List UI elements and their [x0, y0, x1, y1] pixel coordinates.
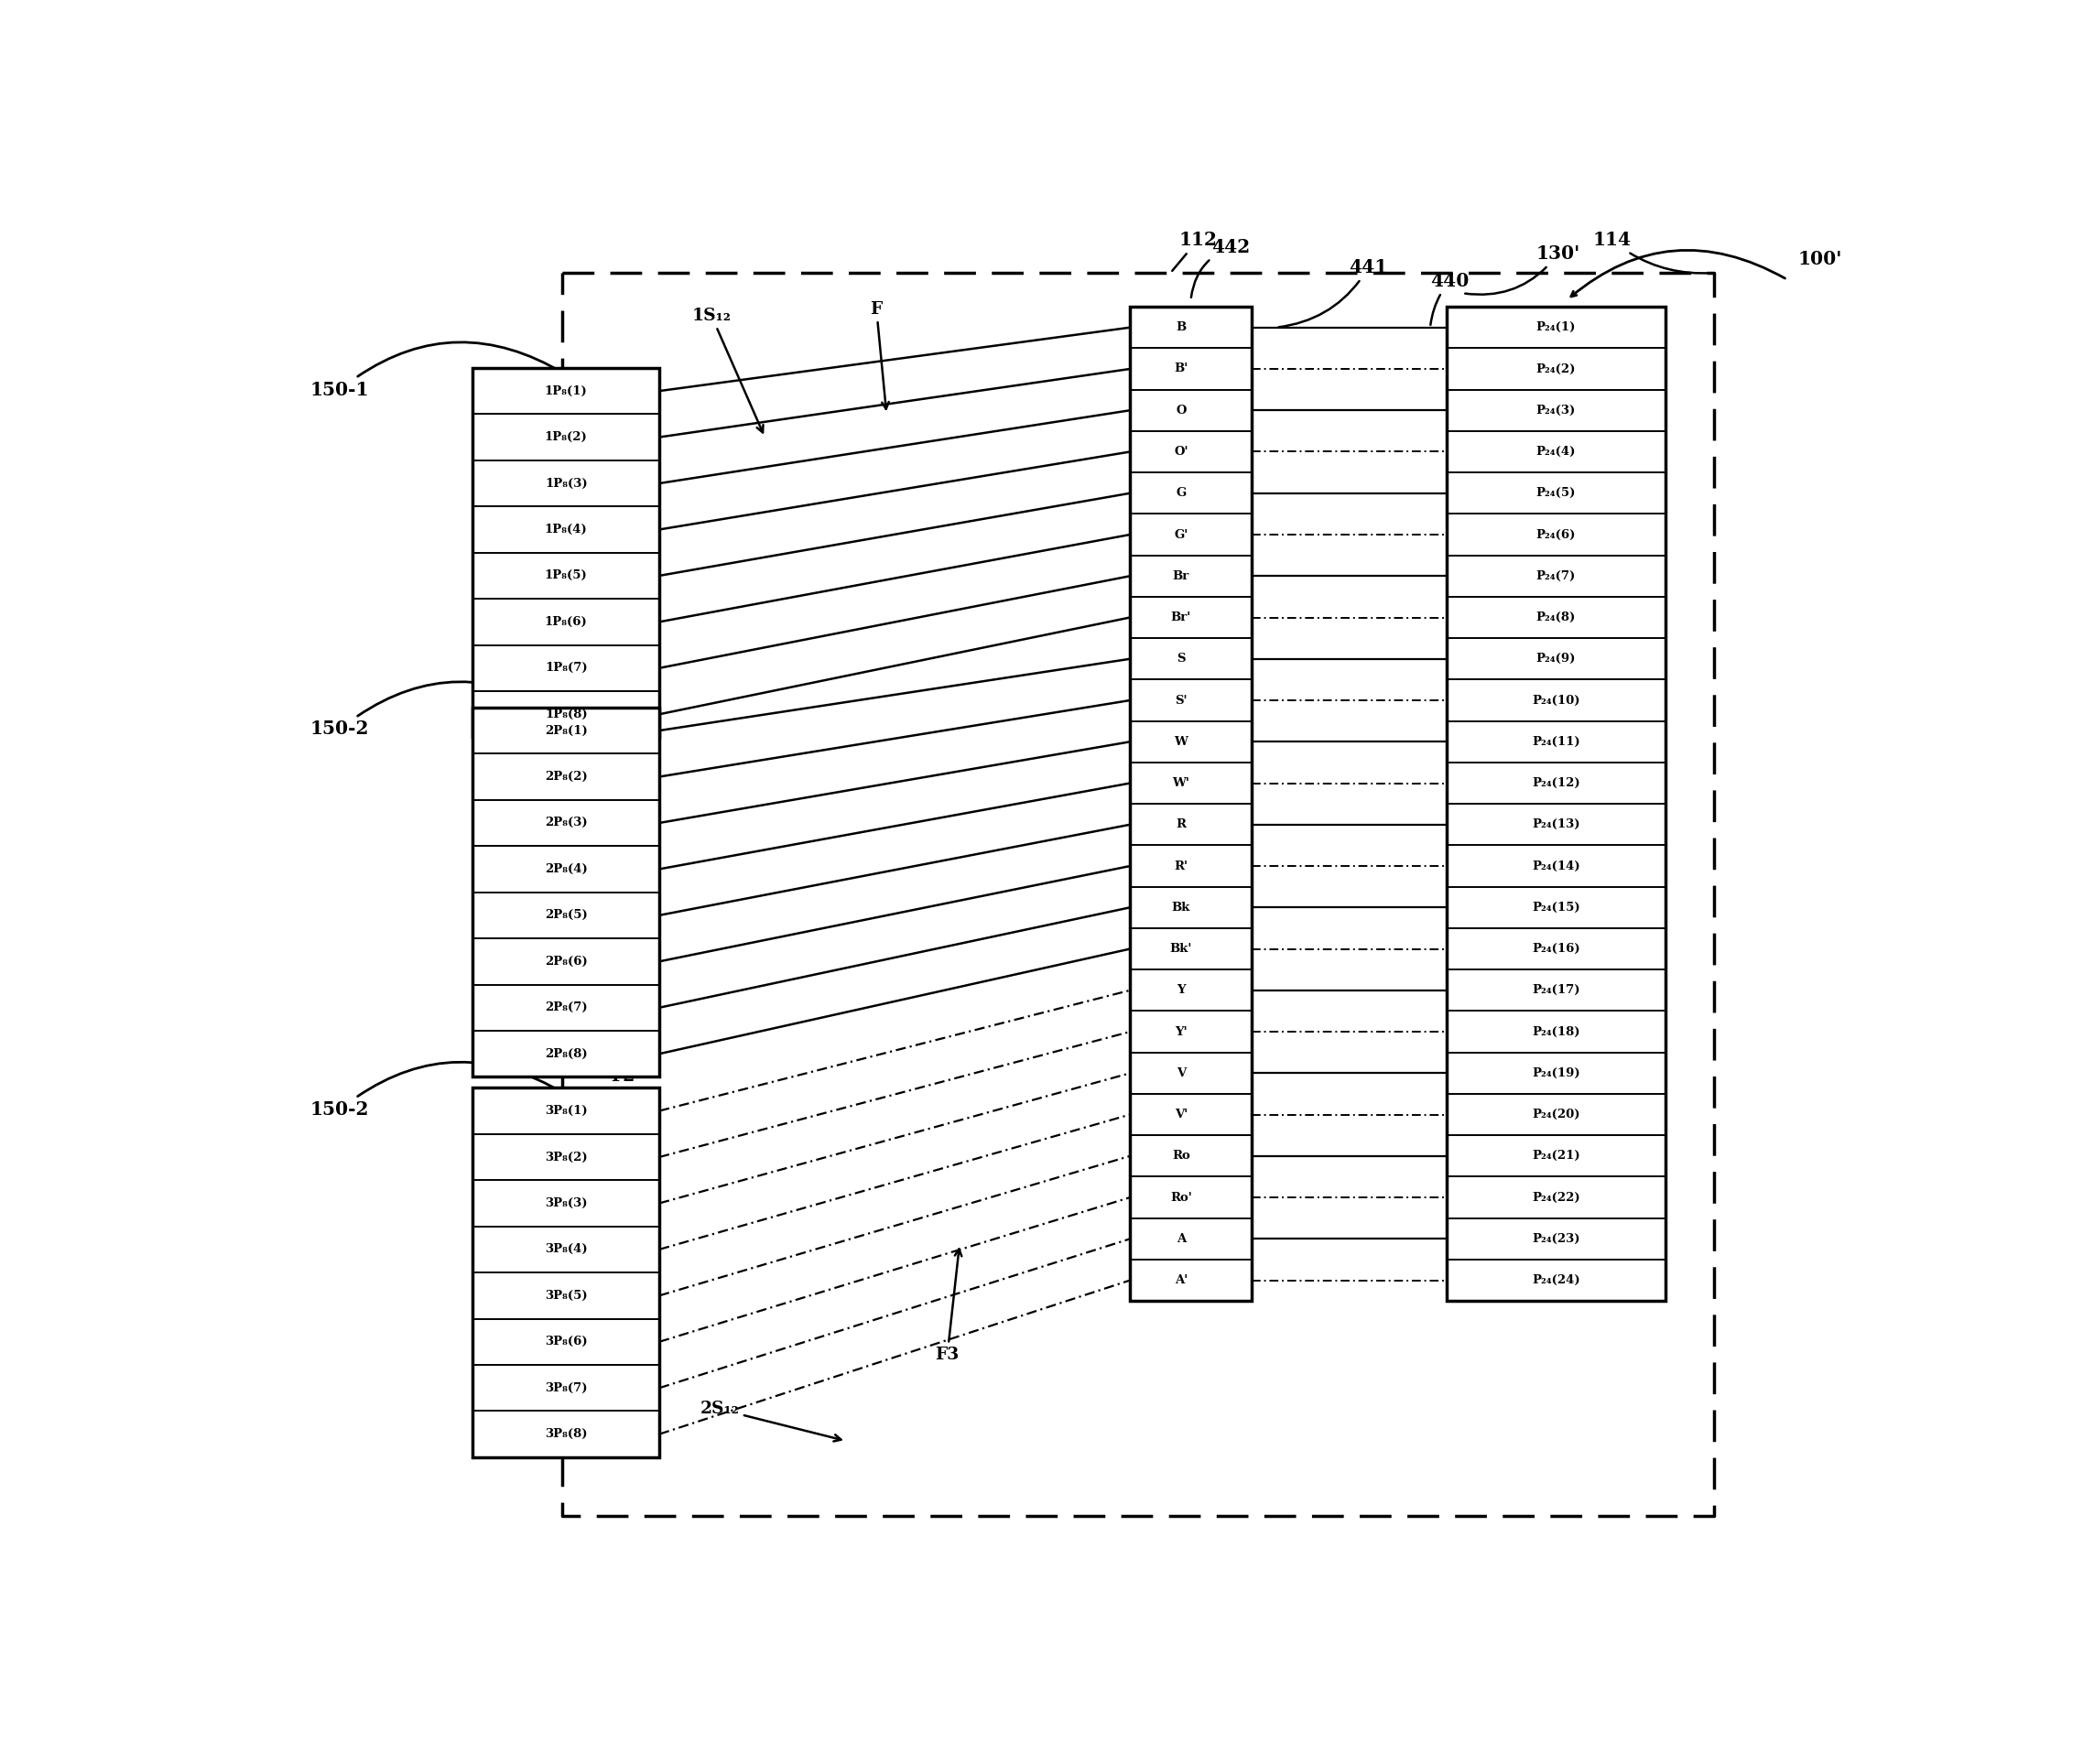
Text: P₂₄(16): P₂₄(16) [1533, 944, 1581, 954]
Text: P₂₄(12): P₂₄(12) [1533, 778, 1581, 789]
Text: Ro: Ro [1173, 1150, 1189, 1162]
Text: P₂₄(2): P₂₄(2) [1537, 363, 1577, 376]
Text: W': W' [1173, 778, 1189, 789]
Text: F: F [871, 300, 888, 409]
Text: 1P₈(7): 1P₈(7) [544, 662, 588, 674]
Text: 3P₈(1): 3P₈(1) [544, 1104, 588, 1117]
Text: P₂₄(9): P₂₄(9) [1537, 653, 1577, 665]
Text: 2P₈(5): 2P₈(5) [544, 908, 588, 921]
Text: P₂₄(19): P₂₄(19) [1533, 1067, 1581, 1080]
Text: P₂₄(13): P₂₄(13) [1533, 818, 1581, 831]
Text: 3P₈(4): 3P₈(4) [544, 1244, 588, 1256]
Text: P₂₄(7): P₂₄(7) [1537, 570, 1577, 582]
Bar [1447, 307, 1665, 1302]
Bar [473, 1088, 660, 1457]
Text: 2S₁₂: 2S₁₂ [699, 1401, 842, 1441]
Text: 150-1: 150-1 [310, 342, 563, 399]
Text: 2P₈(1): 2P₈(1) [544, 725, 588, 737]
Text: P₂₄(15): P₂₄(15) [1533, 901, 1581, 914]
Text: R': R' [1175, 861, 1187, 871]
Text: P₂₄(3): P₂₄(3) [1537, 404, 1577, 416]
Text: 441: 441 [1279, 258, 1388, 326]
Text: Bk: Bk [1173, 901, 1189, 914]
Text: F3: F3 [936, 1249, 961, 1364]
Text: 1P₈(8): 1P₈(8) [544, 709, 588, 720]
Bar [473, 369, 660, 737]
Text: S: S [1177, 653, 1185, 665]
Text: V: V [1177, 1067, 1185, 1080]
Text: 1P₈(3): 1P₈(3) [544, 478, 588, 489]
Text: 2P₈(3): 2P₈(3) [544, 817, 588, 829]
Text: O: O [1177, 404, 1187, 416]
Text: Br: Br [1173, 570, 1189, 582]
Bar [1131, 307, 1252, 1302]
Text: Ro': Ro' [1171, 1191, 1191, 1203]
Text: P₂₄(17): P₂₄(17) [1533, 984, 1581, 997]
Text: Y': Y' [1175, 1027, 1187, 1037]
Text: 3P₈(3): 3P₈(3) [544, 1198, 586, 1208]
Text: W: W [1175, 736, 1187, 748]
Text: 112: 112 [1173, 231, 1217, 272]
Text: 1S₁₂: 1S₁₂ [691, 307, 762, 432]
Text: P₂₄(18): P₂₄(18) [1533, 1027, 1581, 1037]
Text: P₂₄(10): P₂₄(10) [1533, 695, 1581, 706]
Text: 1P₈(4): 1P₈(4) [544, 524, 588, 536]
Text: P₂₄(6): P₂₄(6) [1537, 529, 1577, 540]
Text: 1P₈(1): 1P₈(1) [544, 385, 588, 397]
Text: P₂₄(1): P₂₄(1) [1537, 321, 1577, 333]
Text: V': V' [1175, 1108, 1187, 1120]
Text: O': O' [1175, 446, 1187, 457]
Text: Y: Y [1177, 984, 1185, 997]
Text: 2P₈(8): 2P₈(8) [544, 1048, 588, 1060]
Text: 1P₈(2): 1P₈(2) [544, 430, 588, 443]
Text: F1: F1 [611, 690, 634, 707]
Text: 2P₈(6): 2P₈(6) [544, 956, 588, 967]
Text: 3P₈(8): 3P₈(8) [544, 1429, 586, 1439]
Text: 3P₈(6): 3P₈(6) [544, 1335, 588, 1348]
Text: P₂₄(21): P₂₄(21) [1533, 1150, 1581, 1162]
Text: B: B [1177, 321, 1185, 333]
Text: P₂₄(11): P₂₄(11) [1533, 736, 1581, 748]
Text: 3P₈(2): 3P₈(2) [544, 1152, 588, 1162]
Text: 1P₈(5): 1P₈(5) [544, 570, 588, 582]
Text: Bk': Bk' [1171, 944, 1191, 954]
Text: 150-2: 150-2 [310, 681, 563, 739]
Text: P₂₄(22): P₂₄(22) [1533, 1191, 1581, 1203]
Text: P₂₄(5): P₂₄(5) [1537, 487, 1577, 499]
Text: 3P₈(5): 3P₈(5) [544, 1289, 588, 1302]
Text: 130': 130' [1466, 245, 1579, 295]
Text: 2P₈(2): 2P₈(2) [544, 771, 588, 783]
Text: R: R [1177, 818, 1185, 831]
Text: 100': 100' [1797, 250, 1843, 268]
Text: P₂₄(24): P₂₄(24) [1533, 1274, 1581, 1286]
Text: P₂₄(23): P₂₄(23) [1533, 1233, 1581, 1245]
Text: A': A' [1175, 1274, 1187, 1286]
Text: 442: 442 [1191, 238, 1250, 298]
Text: A: A [1177, 1233, 1185, 1245]
Text: B': B' [1175, 363, 1187, 376]
Text: F2: F2 [611, 1069, 634, 1085]
Text: 3P₈(7): 3P₈(7) [544, 1381, 586, 1394]
Text: 2P₈(7): 2P₈(7) [544, 1002, 588, 1014]
Text: 1P₈(6): 1P₈(6) [544, 616, 588, 628]
Bar [473, 707, 660, 1076]
Text: P₂₄(20): P₂₄(20) [1533, 1108, 1581, 1120]
Text: 2P₈(4): 2P₈(4) [544, 863, 588, 875]
Text: 150-2: 150-2 [310, 1062, 563, 1118]
Text: G: G [1177, 487, 1185, 499]
Text: 440: 440 [1430, 272, 1470, 325]
Text: 114: 114 [1594, 231, 1711, 273]
Text: Br': Br' [1171, 612, 1191, 623]
Text: P₂₄(4): P₂₄(4) [1537, 446, 1577, 457]
Text: S': S' [1175, 695, 1187, 706]
Text: P₂₄(8): P₂₄(8) [1537, 612, 1577, 623]
Text: G': G' [1175, 529, 1187, 540]
Text: P₂₄(14): P₂₄(14) [1533, 861, 1581, 871]
